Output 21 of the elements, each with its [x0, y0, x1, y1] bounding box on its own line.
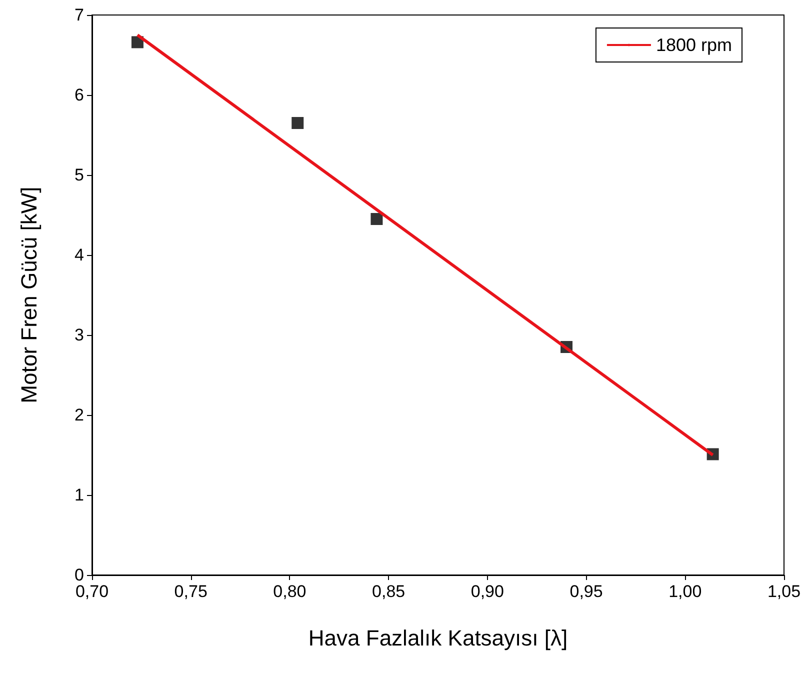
y-tick-label: 1: [74, 486, 84, 504]
y-tick-label: 5: [74, 166, 84, 184]
y-tick-label: 6: [74, 86, 84, 104]
x-tick-label: 0,95: [570, 582, 603, 601]
x-tick-label: 0,80: [273, 582, 306, 601]
y-tick-label: 7: [74, 6, 84, 24]
y-tick-label: 4: [74, 246, 84, 264]
x-tick-label: 1,00: [668, 582, 702, 601]
y-tick-label: 3: [74, 326, 84, 344]
x-axis-title: Hava Fazlalık Katsayısı [λ]: [308, 626, 568, 650]
x-tick-label: 0,75: [174, 582, 208, 601]
x-tick-label: 0,90: [470, 582, 504, 601]
y-tick-label: 2: [74, 406, 84, 424]
point: [370, 213, 383, 225]
x-tick-label: 0,85: [372, 582, 406, 601]
x-tick-label: 1,05: [767, 582, 801, 601]
point: [292, 117, 304, 129]
legend-label: 1800 rpm: [656, 35, 732, 55]
y-tick-label: 0: [74, 566, 84, 584]
y-axis-title: Motor Fren Gücü [kW]: [16, 186, 42, 404]
x-tick-label: 0,70: [75, 582, 109, 601]
